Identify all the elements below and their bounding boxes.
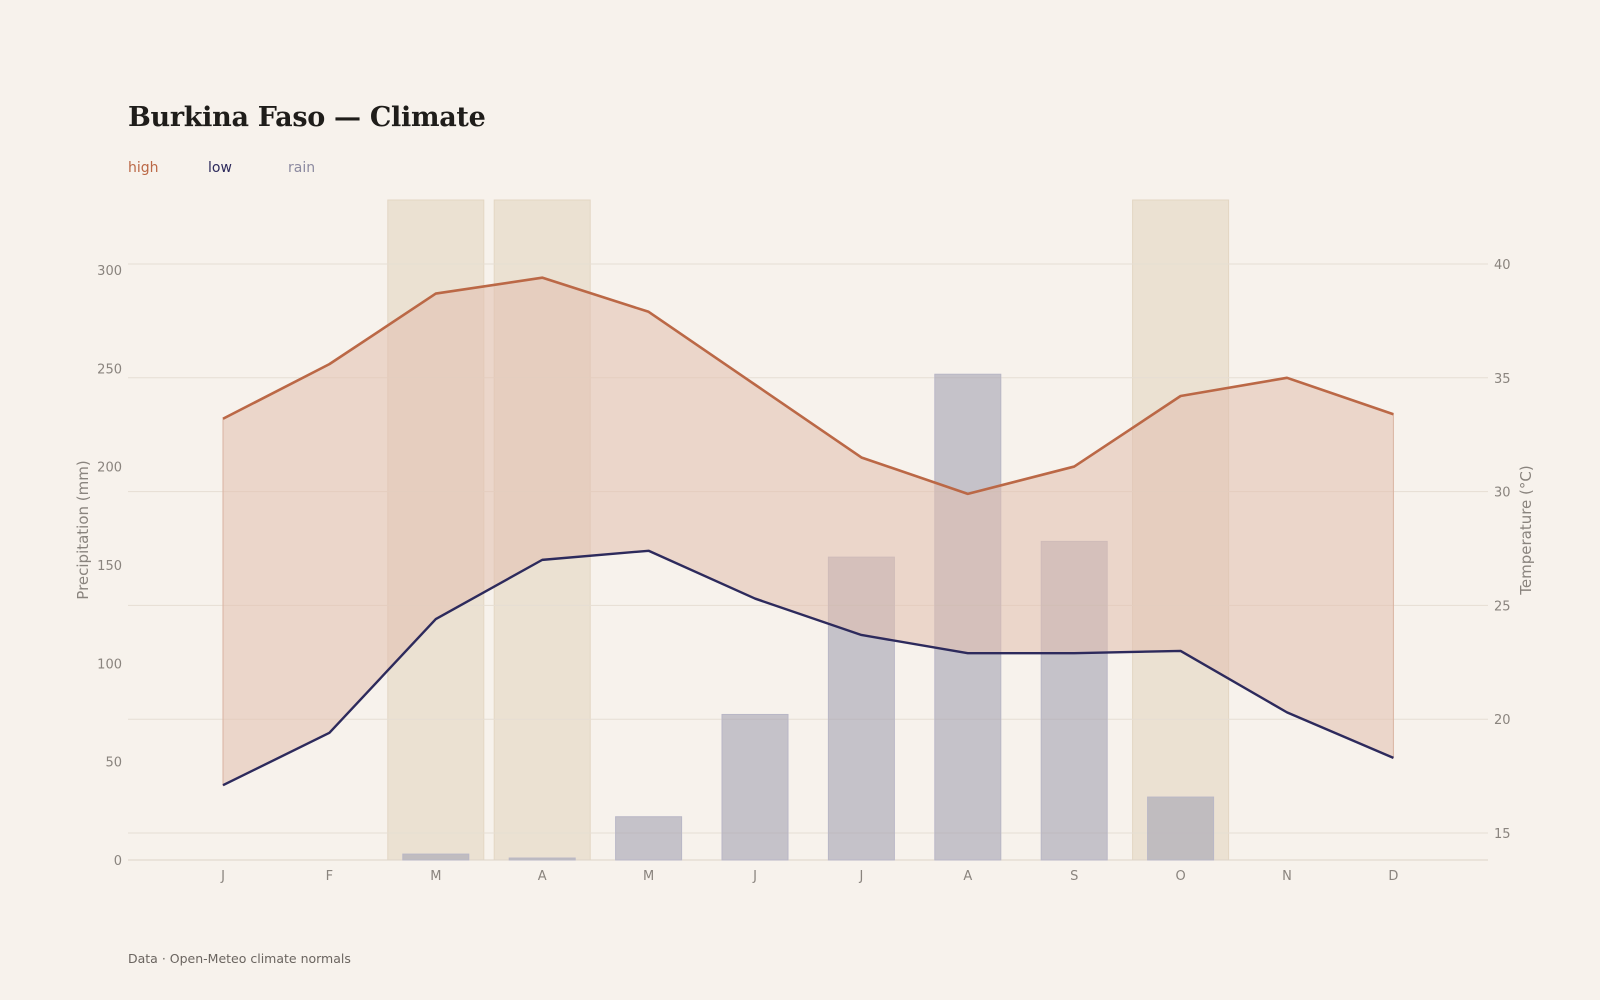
- rain-bar-5: [721, 713, 789, 861]
- legend-rain: rain: [288, 160, 316, 176]
- legend: high low rain: [128, 160, 368, 176]
- y-right-tick-25: 25: [1494, 599, 1511, 614]
- y-left-tick-50: 50: [105, 756, 122, 771]
- x-tick-3: A: [538, 869, 547, 884]
- legend-high: high: [128, 160, 159, 176]
- y-left-tick-100: 100: [97, 657, 122, 672]
- x-tick-5: J: [752, 869, 757, 884]
- y-right-tick-35: 35: [1494, 372, 1511, 387]
- rain-bar-9: [1147, 796, 1215, 861]
- x-tick-2: M: [430, 869, 441, 884]
- y-left-tick-0: 0: [114, 854, 122, 869]
- x-tick-7: A: [963, 869, 972, 884]
- x-tick-10: N: [1282, 869, 1292, 884]
- legend-low: low: [208, 160, 232, 176]
- rain-bar-3: [508, 857, 576, 861]
- y-left-tick-150: 150: [97, 559, 122, 574]
- x-tick-1: F: [326, 869, 333, 884]
- x-tick-9: O: [1175, 869, 1185, 884]
- temperature-lines: [222, 276, 1394, 787]
- y-right-tick-15: 15: [1494, 827, 1511, 842]
- high-line: [222, 276, 1394, 496]
- data-source: Data · Open-Meteo climate normals: [128, 951, 351, 966]
- axes-layer: J F M A M J J A S O N D 0 50 100 150 200 250 300 15 20 25 30 35…: [74, 258, 1535, 884]
- x-tick-4: M: [643, 869, 654, 884]
- y-left-tick-200: 200: [97, 461, 122, 476]
- low-line: [222, 549, 1394, 787]
- y-left-tick-250: 250: [97, 362, 122, 377]
- x-tick-8: S: [1070, 869, 1078, 884]
- rain-bar-4: [615, 816, 683, 861]
- x-tick-11: D: [1388, 869, 1398, 884]
- x-tick-6: J: [858, 869, 863, 884]
- rain-bar-2: [402, 853, 470, 861]
- y-right-tick-40: 40: [1494, 258, 1511, 273]
- y-right-title: Temperature (°C): [1517, 465, 1535, 595]
- y-right-tick-30: 30: [1494, 486, 1511, 501]
- y-left-tick-300: 300: [97, 264, 122, 279]
- x-tick-0: J: [220, 869, 225, 884]
- chart-title: Burkina Faso — Climate: [128, 102, 486, 133]
- y-right-tick-20: 20: [1494, 713, 1511, 728]
- y-left-title: Precipitation (mm): [74, 460, 92, 599]
